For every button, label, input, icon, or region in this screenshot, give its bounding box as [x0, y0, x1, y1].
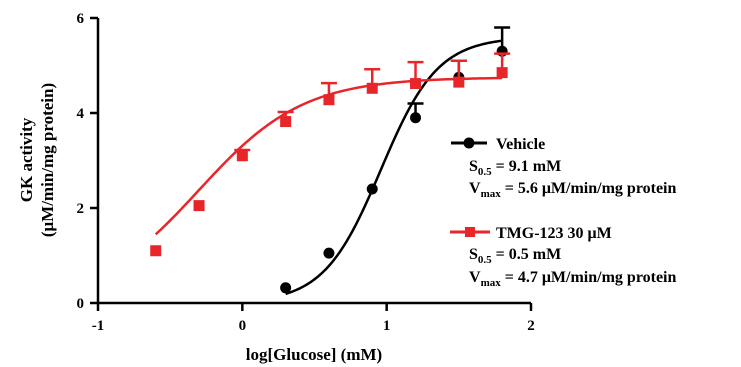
y-tick-label: 2	[77, 201, 85, 217]
legend-vehicle-s05-value: = 9.1 mM	[492, 158, 562, 175]
fit-curve	[285, 39, 503, 296]
legend-vehicle-s05-subscript: 0.5	[478, 166, 492, 178]
legend-tmg-vmax-subscript: max	[481, 277, 502, 289]
data-point	[496, 67, 508, 79]
legend-tmg-marker	[465, 227, 475, 237]
data-point	[366, 183, 378, 195]
data-point	[193, 200, 205, 212]
data-point	[410, 78, 422, 90]
data-point	[150, 245, 162, 257]
data-point	[366, 82, 378, 94]
legend-vehicle-marker	[463, 137, 475, 149]
x-tick-label: -1	[92, 318, 105, 334]
data-point	[280, 116, 292, 128]
x-tick-label: 0	[239, 318, 247, 334]
data-point	[453, 76, 465, 88]
legend: Vehicle S0.5 = 9.1 mM Vmax = 5.6 μM/min/…	[450, 136, 677, 289]
data-point	[410, 112, 422, 124]
y-axis-title-line-1: GK activity	[17, 117, 36, 202]
legend-vehicle-s05-symbol: S	[469, 158, 478, 175]
legend-tmg-s05-subscript: 0.5	[478, 254, 492, 266]
legend-tmg-s05-symbol: S	[469, 246, 478, 263]
legend-vehicle-vmax-subscript: max	[481, 188, 502, 200]
axis-ticks: -1 0 1 2 0 2 4 6	[77, 11, 535, 334]
legend-tmg-s05: S0.5 = 0.5 mM	[469, 246, 561, 266]
x-axis-title: log[Glucose] (mM)	[246, 345, 382, 364]
data-point	[323, 247, 335, 259]
legend-vehicle-vmax-value: = 5.6 μM/min/mg protein	[501, 180, 677, 197]
series-layer	[150, 26, 511, 296]
data-point	[280, 282, 292, 294]
data-point	[236, 150, 248, 162]
x-tick-label: 1	[383, 318, 391, 334]
legend-vehicle-vmax: Vmax = 5.6 μM/min/mg protein	[469, 180, 677, 200]
y-tick-label: 4	[77, 106, 85, 122]
legend-tmg-vmax-symbol: V	[469, 269, 481, 286]
legend-tmg-vmax-value: = 4.7 μM/min/mg protein	[501, 269, 677, 286]
y-axis-title-line-2: (μM/min/mg protein)	[38, 83, 57, 237]
series-tmg-123	[150, 52, 511, 257]
legend-vehicle-s05: S0.5 = 9.1 mM	[469, 158, 561, 178]
y-tick-label: 0	[77, 296, 85, 312]
y-tick-label: 6	[77, 11, 85, 27]
legend-tmg-vmax: Vmax = 4.7 μM/min/mg protein	[469, 269, 677, 289]
x-tick-label: 2	[527, 318, 535, 334]
legend-tmg-s05-value: = 0.5 mM	[492, 246, 562, 263]
data-point	[323, 94, 335, 106]
legend-vehicle-label: Vehicle	[496, 136, 545, 153]
legend-tmg-label: TMG-123 30 μM	[496, 225, 612, 242]
legend-vehicle-vmax-symbol: V	[469, 180, 481, 197]
